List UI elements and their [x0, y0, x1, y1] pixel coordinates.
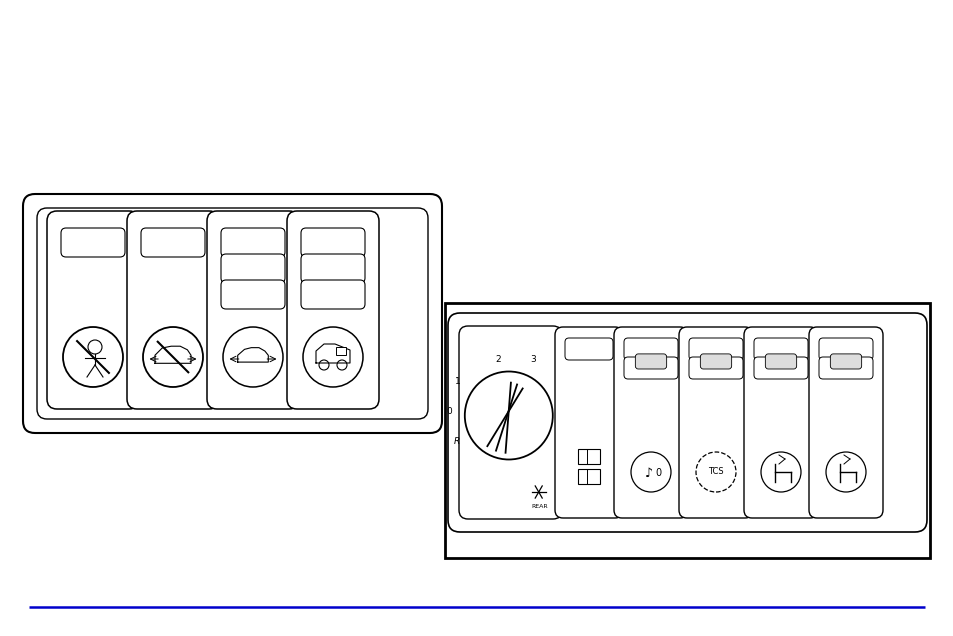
FancyBboxPatch shape	[141, 228, 205, 257]
Text: R: R	[454, 438, 459, 446]
FancyBboxPatch shape	[700, 354, 731, 369]
FancyBboxPatch shape	[829, 354, 861, 369]
Text: 2: 2	[495, 355, 500, 364]
Text: 3: 3	[530, 355, 536, 364]
Text: ♪: ♪	[644, 466, 652, 480]
FancyBboxPatch shape	[221, 280, 285, 309]
Bar	[578, 449, 599, 464]
FancyBboxPatch shape	[808, 327, 882, 518]
FancyBboxPatch shape	[127, 211, 219, 409]
FancyBboxPatch shape	[301, 228, 365, 257]
FancyBboxPatch shape	[301, 254, 365, 283]
Bar	[444, 303, 929, 558]
Text: REAR: REAR	[531, 504, 547, 509]
FancyBboxPatch shape	[688, 357, 742, 379]
FancyBboxPatch shape	[818, 338, 872, 360]
FancyBboxPatch shape	[448, 313, 926, 532]
FancyBboxPatch shape	[61, 228, 125, 257]
Text: 0: 0	[446, 407, 452, 416]
FancyBboxPatch shape	[23, 194, 441, 433]
FancyBboxPatch shape	[623, 357, 678, 379]
Text: 1: 1	[455, 377, 460, 385]
FancyBboxPatch shape	[207, 211, 298, 409]
FancyBboxPatch shape	[635, 354, 666, 369]
FancyBboxPatch shape	[221, 254, 285, 283]
Bar	[335, 347, 346, 355]
FancyBboxPatch shape	[47, 211, 139, 409]
FancyBboxPatch shape	[564, 338, 613, 360]
FancyBboxPatch shape	[458, 326, 561, 519]
FancyBboxPatch shape	[688, 338, 742, 360]
FancyBboxPatch shape	[753, 338, 807, 360]
FancyBboxPatch shape	[287, 211, 378, 409]
FancyBboxPatch shape	[301, 280, 365, 309]
FancyBboxPatch shape	[743, 327, 817, 518]
Text: 0: 0	[655, 468, 660, 478]
FancyBboxPatch shape	[555, 327, 622, 518]
FancyBboxPatch shape	[679, 327, 752, 518]
FancyBboxPatch shape	[37, 208, 428, 419]
FancyBboxPatch shape	[623, 338, 678, 360]
Bar	[578, 469, 599, 484]
FancyBboxPatch shape	[764, 354, 796, 369]
FancyBboxPatch shape	[818, 357, 872, 379]
FancyBboxPatch shape	[753, 357, 807, 379]
FancyBboxPatch shape	[221, 228, 285, 257]
FancyBboxPatch shape	[614, 327, 687, 518]
Text: TCS: TCS	[707, 467, 723, 476]
